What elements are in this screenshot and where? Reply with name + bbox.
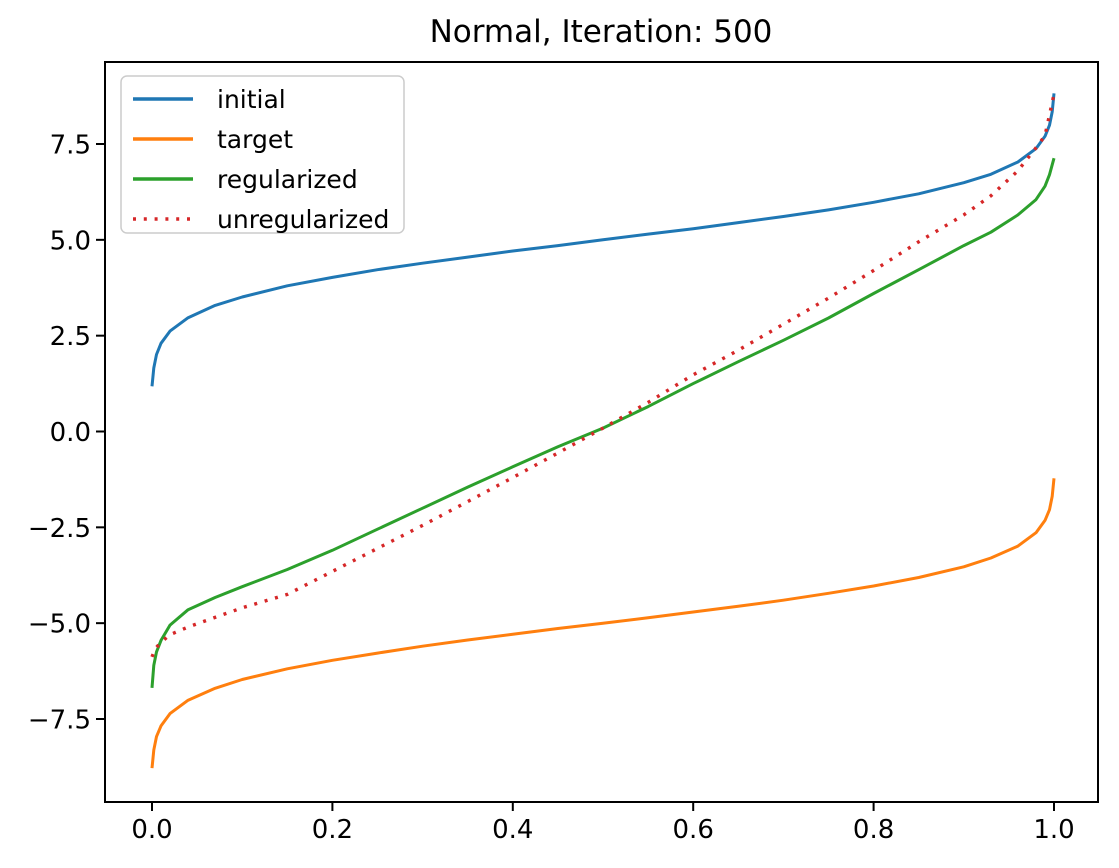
series-regularized [150, 157, 1056, 689]
x-tick-label: 0.2 [312, 815, 353, 845]
y-tick-label: −7.5 [28, 705, 91, 735]
x-tick-label: 0.6 [673, 815, 714, 845]
series-target [150, 478, 1056, 769]
x-tick-label: 0.4 [492, 815, 533, 845]
legend-label: target [217, 125, 293, 154]
legend-entry-unregularized: unregularized [133, 205, 389, 234]
legend-label: initial [217, 85, 286, 114]
legend-entry-regularized: regularized [133, 165, 358, 194]
series-unregularized [150, 93, 1056, 658]
y-tick-label: 2.5 [50, 322, 91, 352]
legend: initial target regularized unregularized [120, 75, 405, 234]
y-tick-label: 7.5 [50, 131, 91, 161]
legend-entry-target: target [133, 125, 293, 154]
series-initial [150, 93, 1056, 387]
legend-box [120, 75, 405, 234]
legend-label: regularized [217, 165, 358, 194]
x-tick-label: 0.0 [131, 815, 172, 845]
chart-title: Normal, Iteration: 500 [430, 14, 773, 50]
y-tick-label: 0.0 [50, 418, 91, 448]
x-axis-ticks: 0.0 0.2 0.4 0.6 0.8 1.0 [131, 802, 1075, 845]
legend-entry-initial: initial [133, 85, 286, 114]
y-axis-ticks: −7.5 −5.0 −2.5 0.0 2.5 5.0 7.5 [28, 131, 105, 735]
x-tick-label: 1.0 [1033, 815, 1074, 845]
y-tick-label: 5.0 [50, 226, 91, 256]
x-tick-label: 0.8 [853, 815, 894, 845]
legend-label: unregularized [217, 205, 389, 234]
y-tick-label: −2.5 [28, 514, 91, 544]
y-tick-label: −5.0 [28, 610, 91, 640]
